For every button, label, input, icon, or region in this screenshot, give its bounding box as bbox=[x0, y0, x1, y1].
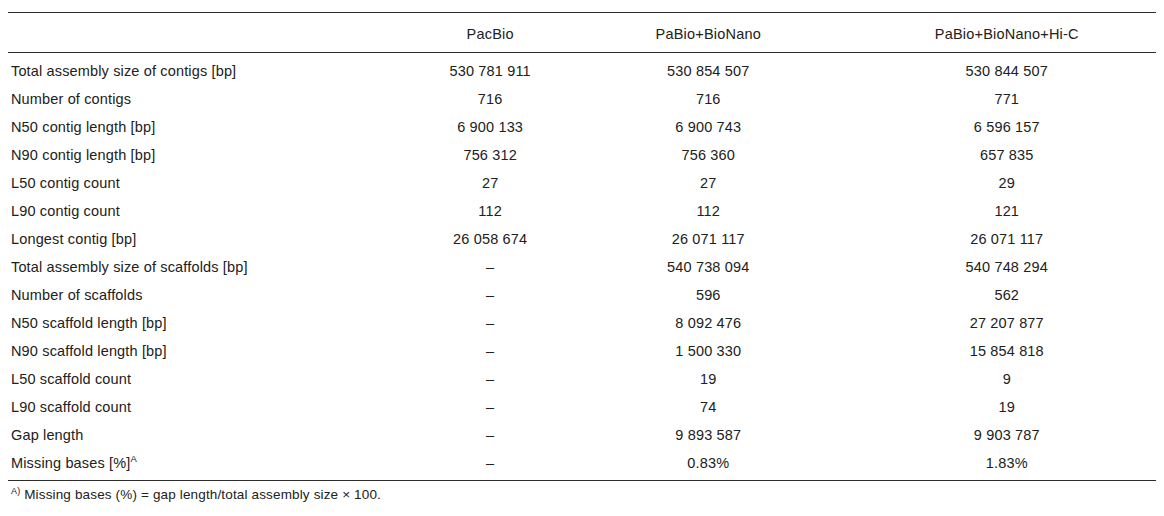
row-label: N50 contig length [bp] bbox=[8, 113, 421, 141]
cell-value: – bbox=[421, 309, 559, 337]
col-header-empty bbox=[8, 13, 421, 53]
table-row: Number of scaffolds–596562 bbox=[8, 281, 1156, 309]
row-label: L50 scaffold count bbox=[8, 365, 421, 393]
table-row: L50 scaffold count–199 bbox=[8, 365, 1156, 393]
cell-value: 121 bbox=[858, 197, 1157, 225]
row-label: N90 contig length [bp] bbox=[8, 141, 421, 169]
table-row: N50 contig length [bp]6 900 1336 900 743… bbox=[8, 113, 1156, 141]
footnote-marker: A) bbox=[11, 486, 20, 496]
table-row: L50 contig count272729 bbox=[8, 169, 1156, 197]
row-label: Longest contig [bp] bbox=[8, 225, 421, 253]
cell-value: – bbox=[421, 253, 559, 281]
cell-value: 26 071 117 bbox=[559, 225, 857, 253]
cell-value: 15 854 818 bbox=[858, 337, 1157, 365]
footnote-text: Missing bases (%) = gap length/total ass… bbox=[24, 487, 381, 502]
cell-value: 657 835 bbox=[858, 141, 1157, 169]
cell-value: 540 748 294 bbox=[858, 253, 1157, 281]
row-label: Gap length bbox=[8, 421, 421, 449]
cell-value: 112 bbox=[421, 197, 559, 225]
table-row: N50 scaffold length [bp]–8 092 47627 207… bbox=[8, 309, 1156, 337]
cell-value: 1.83% bbox=[858, 449, 1157, 481]
table-row: L90 scaffold count–7419 bbox=[8, 393, 1156, 421]
cell-value: – bbox=[421, 281, 559, 309]
cell-value: 6 900 133 bbox=[421, 113, 559, 141]
cell-value: 530 781 911 bbox=[421, 53, 559, 86]
row-label: Number of scaffolds bbox=[8, 281, 421, 309]
cell-value: 19 bbox=[858, 393, 1157, 421]
row-label: N50 scaffold length [bp] bbox=[8, 309, 421, 337]
cell-value: 9 bbox=[858, 365, 1157, 393]
cell-value: – bbox=[421, 365, 559, 393]
row-label: Number of contigs bbox=[8, 85, 421, 113]
cell-value: 6 596 157 bbox=[858, 113, 1157, 141]
cell-value: 112 bbox=[559, 197, 857, 225]
row-label: L90 scaffold count bbox=[8, 393, 421, 421]
cell-value: – bbox=[421, 337, 559, 365]
cell-value: 27 bbox=[421, 169, 559, 197]
cell-value: – bbox=[421, 421, 559, 449]
cell-value: 540 738 094 bbox=[559, 253, 857, 281]
cell-value: 1 500 330 bbox=[559, 337, 857, 365]
cell-value: 0.83% bbox=[559, 449, 857, 481]
cell-value: 74 bbox=[559, 393, 857, 421]
table-row: Total assembly size of scaffolds [bp]–54… bbox=[8, 253, 1156, 281]
cell-value: – bbox=[421, 449, 559, 481]
table-row: L90 contig count112112121 bbox=[8, 197, 1156, 225]
row-label: Missing bases [%]A bbox=[8, 449, 421, 481]
col-header-pabio-bionano-hic: PaBio+BioNano+Hi-C bbox=[858, 13, 1157, 53]
paper-table-page: PacBio PaBio+BioNano PaBio+BioNano+Hi-C … bbox=[0, 0, 1164, 502]
cell-value: 8 092 476 bbox=[559, 309, 857, 337]
cell-value: 716 bbox=[559, 85, 857, 113]
table-row: Total assembly size of contigs [bp]530 7… bbox=[8, 53, 1156, 86]
row-label: L50 contig count bbox=[8, 169, 421, 197]
cell-value: 530 854 507 bbox=[559, 53, 857, 86]
cell-value: 771 bbox=[858, 85, 1157, 113]
row-label: Total assembly size of contigs [bp] bbox=[8, 53, 421, 86]
assembly-stats-table: PacBio PaBio+BioNano PaBio+BioNano+Hi-C … bbox=[8, 12, 1156, 481]
cell-value: 27 207 877 bbox=[858, 309, 1157, 337]
cell-value: 9 903 787 bbox=[858, 421, 1157, 449]
cell-value: 6 900 743 bbox=[559, 113, 857, 141]
cell-value: 756 312 bbox=[421, 141, 559, 169]
cell-value: 26 071 117 bbox=[858, 225, 1157, 253]
col-header-pabio-bionano: PaBio+BioNano bbox=[559, 13, 857, 53]
row-label: L90 contig count bbox=[8, 197, 421, 225]
cell-value: – bbox=[421, 393, 559, 421]
table-row: Number of contigs716716771 bbox=[8, 85, 1156, 113]
row-label: Total assembly size of scaffolds [bp] bbox=[8, 253, 421, 281]
row-label-superscript: A bbox=[130, 453, 137, 464]
header-row: PacBio PaBio+BioNano PaBio+BioNano+Hi-C bbox=[8, 13, 1156, 53]
table-row: Missing bases [%]A–0.83%1.83% bbox=[8, 449, 1156, 481]
cell-value: 530 844 507 bbox=[858, 53, 1157, 86]
cell-value: 26 058 674 bbox=[421, 225, 559, 253]
cell-value: 596 bbox=[559, 281, 857, 309]
cell-value: 562 bbox=[858, 281, 1157, 309]
table-row: N90 contig length [bp]756 312756 360657 … bbox=[8, 141, 1156, 169]
table-row: Longest contig [bp]26 058 67426 071 1172… bbox=[8, 225, 1156, 253]
cell-value: 29 bbox=[858, 169, 1157, 197]
footnote: A) Missing bases (%) = gap length/total … bbox=[11, 487, 1156, 502]
cell-value: 756 360 bbox=[559, 141, 857, 169]
table-row: Gap length–9 893 5879 903 787 bbox=[8, 421, 1156, 449]
row-label: N90 scaffold length [bp] bbox=[8, 337, 421, 365]
col-header-pacbio: PacBio bbox=[421, 13, 559, 53]
table-header: PacBio PaBio+BioNano PaBio+BioNano+Hi-C bbox=[8, 13, 1156, 53]
table-body: Total assembly size of contigs [bp]530 7… bbox=[8, 53, 1156, 481]
cell-value: 19 bbox=[559, 365, 857, 393]
cell-value: 27 bbox=[559, 169, 857, 197]
cell-value: 716 bbox=[421, 85, 559, 113]
cell-value: 9 893 587 bbox=[559, 421, 857, 449]
table-row: N90 scaffold length [bp]–1 500 33015 854… bbox=[8, 337, 1156, 365]
